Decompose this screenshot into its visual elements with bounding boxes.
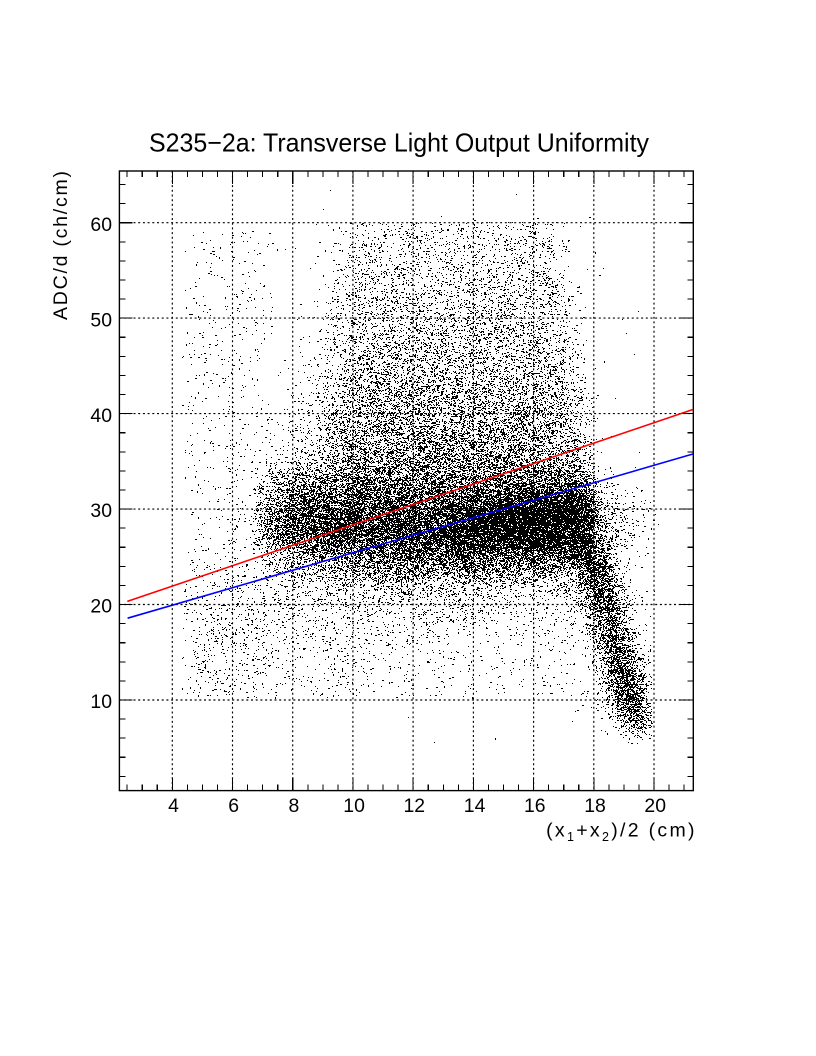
svg-text:(x1+x2)/2 (cm): (x1+x2)/2 (cm): [546, 820, 697, 845]
svg-text:50: 50: [90, 309, 112, 331]
svg-text:14: 14: [464, 795, 486, 817]
svg-text:ADC/d (ch/cm): ADC/d (ch/cm): [50, 171, 72, 320]
svg-text:8: 8: [289, 795, 300, 817]
svg-text:10: 10: [90, 691, 112, 713]
svg-text:16: 16: [524, 795, 546, 817]
svg-text:12: 12: [404, 795, 426, 817]
svg-text:S235−2a: Transverse Light Outp: S235−2a: Transverse Light Output Uniform…: [149, 128, 649, 158]
svg-text:6: 6: [228, 795, 239, 817]
svg-text:10: 10: [343, 795, 365, 817]
svg-text:18: 18: [584, 795, 606, 817]
svg-text:30: 30: [90, 500, 112, 522]
svg-text:20: 20: [644, 795, 666, 817]
svg-text:60: 60: [90, 214, 112, 236]
svg-text:4: 4: [168, 795, 179, 817]
svg-text:20: 20: [90, 596, 112, 618]
svg-text:40: 40: [90, 405, 112, 427]
